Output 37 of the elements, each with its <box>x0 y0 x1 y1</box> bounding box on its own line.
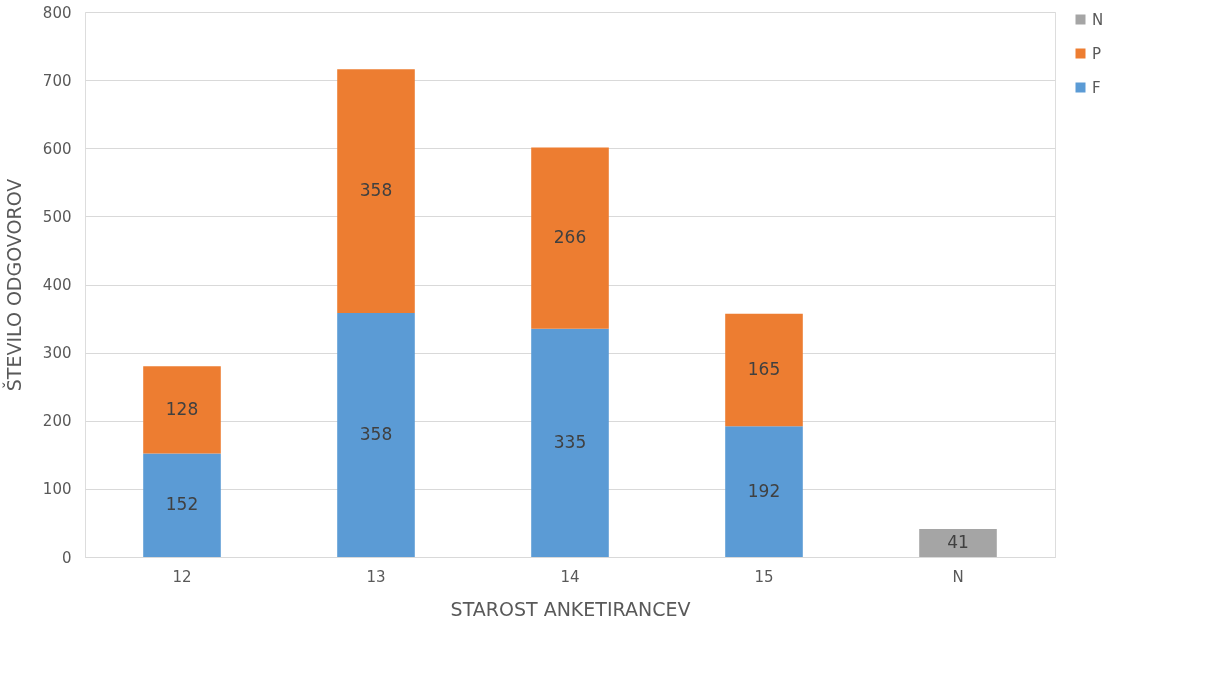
bar <box>725 313 803 427</box>
x-tick-label: 13 <box>366 567 386 586</box>
x-tick-label: 15 <box>754 567 774 586</box>
x-axis-title: STAROST ANKETIRANCEV <box>450 597 691 620</box>
data-label: 358 <box>359 424 393 445</box>
data-label: 266 <box>553 227 587 248</box>
bar <box>337 69 415 314</box>
data-label: 358 <box>359 180 393 201</box>
y-tick-label: 700 <box>42 71 72 90</box>
data-label: 165 <box>747 359 781 379</box>
bar <box>143 366 221 454</box>
y-axis-title: ŠTEVILO ODGOVOROV <box>1 178 25 392</box>
y-tick-label: 100 <box>42 480 72 499</box>
y-tick-label: 0 <box>61 548 72 567</box>
bar <box>919 529 997 557</box>
y-tick-label: 200 <box>42 412 72 431</box>
legend-label: F <box>1092 78 1101 97</box>
y-tick-label: 600 <box>42 139 72 158</box>
x-tick-label: 14 <box>560 567 580 586</box>
legend-label: N <box>1092 10 1104 29</box>
data-label: 152 <box>165 494 199 515</box>
bar <box>725 426 803 557</box>
data-label: 192 <box>747 480 781 501</box>
bar <box>531 328 609 557</box>
y-tick-label: 300 <box>42 344 72 363</box>
legend-label: P <box>1092 44 1102 63</box>
data-label: 335 <box>553 431 587 452</box>
data-label: 128 <box>165 398 199 419</box>
bar <box>337 313 415 557</box>
x-tick-label: 12 <box>172 567 192 586</box>
x-tick-label: N <box>952 567 964 586</box>
data-label: 41 <box>947 532 969 553</box>
bar <box>143 453 221 557</box>
bar <box>531 147 609 329</box>
y-tick-label: 800 <box>42 3 72 22</box>
y-tick-label: 400 <box>42 276 72 294</box>
y-tick-label: 500 <box>42 207 72 226</box>
